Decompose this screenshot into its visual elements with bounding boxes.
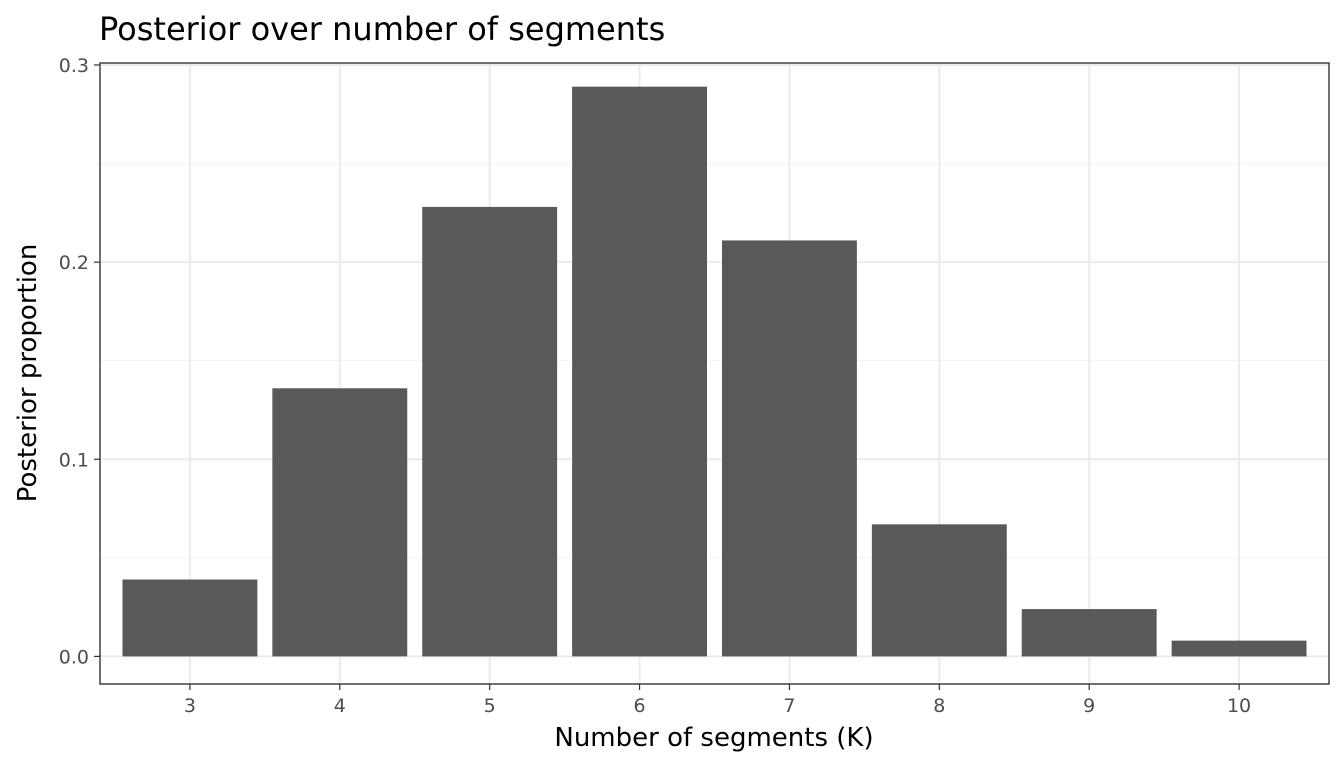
x-tick-label: 9 — [1083, 695, 1095, 717]
x-tick-label: 5 — [484, 695, 496, 717]
bar-9 — [1021, 609, 1157, 657]
chart-title: Posterior over number of segments — [99, 10, 665, 48]
bar-8 — [871, 524, 1007, 657]
y-tick-label: 0.0 — [59, 646, 89, 668]
x-tick-label: 6 — [634, 695, 646, 717]
x-tick-label: 3 — [184, 695, 196, 717]
x-tick-label: 7 — [783, 695, 795, 717]
x-tick-label: 10 — [1227, 695, 1251, 717]
x-axis: 3 4 5 6 7 8 9 10 — [184, 684, 1251, 717]
bars — [122, 86, 1307, 657]
y-axis-title: Posterior proportion — [13, 244, 43, 503]
y-axis: 0.0 0.1 0.2 0.3 — [59, 55, 100, 668]
panel-border — [99, 62, 1330, 685]
bar-4 — [272, 388, 408, 657]
y-tick-label: 0.1 — [59, 449, 89, 471]
bar-5 — [422, 206, 558, 657]
bar-6 — [572, 86, 708, 657]
y-tick-label: 0.2 — [59, 252, 89, 274]
x-tick-label: 4 — [334, 695, 346, 717]
x-axis-title: Number of segments (K) — [554, 723, 873, 753]
y-tick-label: 0.3 — [59, 55, 89, 77]
bar-3 — [122, 579, 258, 657]
x-tick-label: 8 — [933, 695, 945, 717]
bar-7 — [721, 240, 857, 657]
bar-10 — [1171, 640, 1307, 657]
